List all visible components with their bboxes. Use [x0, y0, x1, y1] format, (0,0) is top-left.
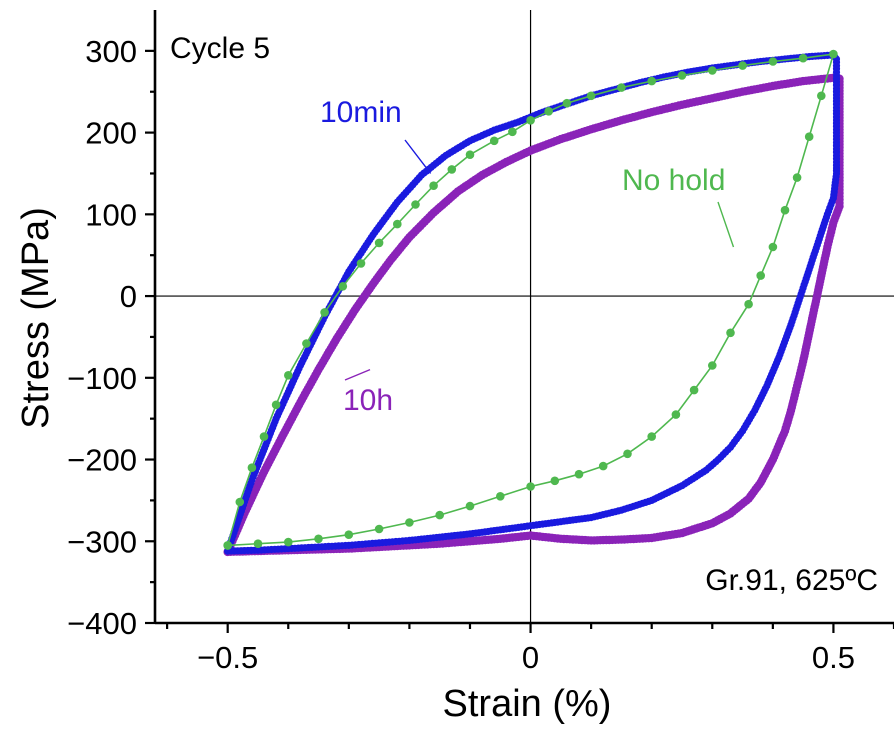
series-label-ten-min: 10min: [320, 96, 402, 129]
series-label-ten-h: 10h: [343, 384, 393, 417]
data-point: [356, 259, 366, 268]
data-point: [726, 328, 735, 338]
data-point: [792, 173, 802, 182]
x-tick-label: 0: [522, 640, 539, 675]
y-tick-label: 0: [120, 279, 137, 314]
data-point: [526, 482, 535, 491]
y-tick-label: −400: [67, 606, 137, 641]
data-point: [374, 524, 384, 534]
data-point: [598, 461, 608, 471]
series-label-no-hold: No hold: [622, 164, 725, 197]
series-ten-h: [223, 73, 844, 557]
data-point: [496, 492, 505, 501]
data-point: [247, 463, 257, 473]
data-point: [284, 371, 293, 380]
data-point: [320, 308, 329, 317]
data-point: [647, 432, 656, 441]
data-point: [623, 449, 632, 459]
data-point: [393, 219, 402, 229]
data-point: [447, 165, 457, 174]
data-point: [508, 127, 517, 137]
data-point: [804, 132, 814, 141]
data-point: [798, 53, 808, 63]
cycle-annotation: Cycle 5: [170, 32, 270, 65]
data-point: [756, 271, 765, 280]
data-point: [768, 57, 778, 66]
data-point: [562, 98, 572, 108]
axes: [153, 10, 894, 625]
data-point: [829, 49, 838, 59]
x-tick-label: −0.5: [197, 640, 258, 675]
data-point: [689, 385, 699, 395]
data-point: [574, 469, 584, 479]
y-tick-label: 100: [85, 197, 137, 232]
data-point: [586, 91, 596, 101]
data-point: [284, 537, 293, 547]
label-leader-ten-h: [344, 368, 371, 381]
y-tick-label: −100: [67, 361, 137, 396]
data-point: [544, 107, 553, 116]
data-point: [465, 501, 475, 511]
data-point: [526, 116, 535, 125]
data-point: [344, 530, 354, 539]
data-point: [744, 299, 753, 309]
data-point: [780, 205, 790, 215]
data-point: [617, 83, 626, 92]
data-point: [302, 339, 311, 348]
series-layer: [223, 49, 844, 557]
tick-layer: −400 −300 −200 −100 0 100 200 300 −0.5 0 0.5: [67, 34, 894, 675]
data-point: [817, 91, 826, 101]
annotation-layer: Cycle 5 Gr.91, 625ºC 10min 10h No hold: [170, 32, 878, 597]
data-point: [429, 181, 438, 190]
data-point: [677, 71, 687, 80]
y-tick-label: −200: [67, 443, 137, 478]
data-point: [465, 150, 475, 159]
data-point: [374, 238, 384, 248]
data-point: [314, 534, 323, 544]
data-point: [271, 400, 281, 410]
series-no-hold: [223, 49, 838, 550]
data-point: [435, 510, 445, 520]
material-temperature-annotation: Gr.91, 625ºC: [705, 564, 878, 597]
data-point: [235, 497, 245, 507]
data-point: [671, 410, 681, 419]
data-point: [489, 136, 499, 146]
data-point: [738, 61, 747, 70]
x-tick-label: 0.5: [812, 640, 855, 675]
label-leader-ten-min: [404, 139, 432, 174]
y-tick-label: 300: [85, 34, 137, 69]
data-point: [338, 282, 348, 291]
data-point: [550, 476, 560, 486]
zero-lines: [155, 10, 894, 623]
y-tick-label: 200: [85, 116, 137, 151]
data-point: [223, 541, 232, 550]
y-tick-label: −300: [67, 524, 137, 559]
label-leader-no-hold: [717, 201, 735, 248]
data-point: [708, 361, 717, 370]
x-axis-title: Strain (%): [443, 683, 612, 725]
data-point: [259, 432, 269, 441]
y-axis-title: Stress (MPa): [15, 207, 57, 429]
data-point: [253, 539, 263, 548]
data-point: [647, 76, 656, 86]
data-point: [768, 242, 778, 252]
data-point: [708, 66, 717, 75]
data-point: [411, 200, 420, 209]
data-point: [405, 518, 414, 527]
